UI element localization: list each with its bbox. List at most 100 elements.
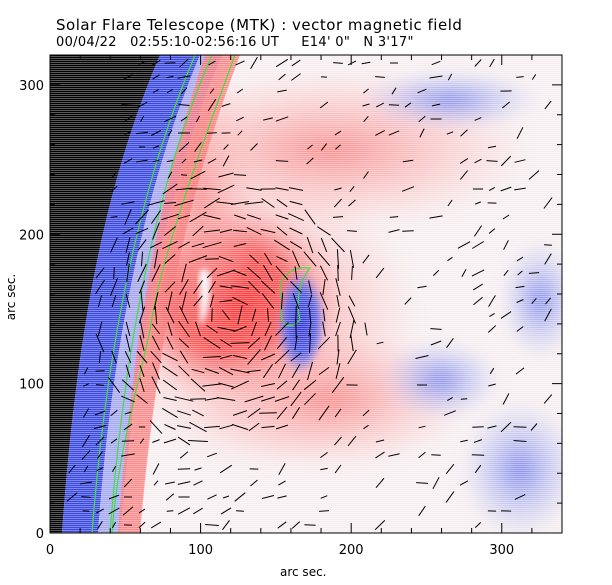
field-vector — [121, 104, 135, 106]
field-vector — [178, 320, 190, 338]
field-vector — [124, 209, 132, 225]
field-vector — [291, 521, 301, 529]
field-vector — [202, 383, 222, 387]
field-vector — [190, 378, 206, 392]
field-vector — [375, 267, 385, 279]
field-vector — [319, 510, 329, 512]
field-vector — [194, 142, 202, 152]
field-vector — [203, 214, 221, 220]
field-vector — [404, 297, 412, 305]
field-vector — [189, 421, 207, 433]
field-vector — [489, 312, 495, 318]
field-vector — [474, 522, 482, 528]
field-vector — [347, 306, 357, 324]
field-vector — [167, 322, 173, 336]
field-vector — [260, 353, 276, 361]
field-vector — [220, 507, 232, 515]
field-vector — [230, 285, 250, 289]
field-vector — [123, 158, 133, 164]
field-vector — [218, 172, 234, 178]
field-vector — [334, 130, 342, 136]
field-vector — [138, 521, 146, 529]
field-vector — [136, 131, 148, 135]
field-vector — [110, 185, 118, 193]
field-vector — [193, 159, 203, 163]
field-vector — [110, 216, 118, 218]
field-vector — [460, 129, 468, 137]
field-vector — [249, 254, 259, 264]
field-vector — [502, 393, 510, 405]
field-vector — [219, 424, 233, 430]
field-vector — [276, 380, 288, 390]
field-vector — [153, 480, 159, 486]
field-vector — [417, 88, 427, 94]
field-vector — [513, 440, 527, 442]
field-vector — [320, 467, 328, 471]
field-vector — [418, 505, 426, 517]
field-vector — [264, 335, 272, 351]
field-vector — [217, 184, 235, 194]
field-vector — [318, 405, 330, 421]
field-vector — [362, 254, 370, 264]
field-vector — [221, 103, 231, 107]
field-vector — [388, 229, 400, 233]
field-vector — [430, 328, 442, 330]
field-vector — [181, 263, 187, 283]
field-vector — [319, 265, 329, 281]
field-vector — [195, 321, 201, 337]
field-vector — [304, 209, 316, 225]
field-vector — [233, 243, 247, 247]
field-vector — [219, 229, 233, 233]
field-vector — [190, 170, 206, 180]
field-vector — [179, 305, 189, 325]
field-vector — [97, 321, 103, 337]
field-vector — [121, 201, 135, 205]
field-vector — [218, 366, 234, 376]
field-vector — [278, 462, 286, 476]
field-vector — [193, 295, 203, 307]
field-vector — [95, 370, 105, 372]
field-vector — [162, 240, 178, 250]
field-vector — [177, 214, 191, 220]
field-vector — [152, 222, 160, 240]
field-vector — [375, 76, 385, 78]
field-vector — [514, 159, 526, 163]
field-vector — [126, 263, 130, 283]
field-vector — [322, 308, 326, 322]
field-vector — [278, 480, 286, 486]
field-vector — [81, 496, 91, 498]
field-vector — [139, 335, 145, 351]
field-vector — [136, 394, 148, 404]
field-vector — [152, 159, 160, 163]
field-vector — [149, 420, 163, 434]
field-vector — [447, 73, 453, 81]
field-vector — [432, 270, 440, 276]
field-vector — [543, 197, 553, 209]
field-vector — [82, 383, 90, 387]
field-vector — [95, 436, 105, 446]
field-vector — [362, 103, 370, 107]
field-vector — [350, 334, 354, 352]
field-vector — [275, 424, 289, 430]
field-vector — [188, 255, 208, 263]
field-vector — [261, 495, 275, 499]
field-vector — [207, 98, 217, 112]
field-vector — [218, 382, 234, 388]
field-vector — [474, 59, 482, 67]
field-vector — [96, 466, 104, 472]
field-vector — [375, 477, 385, 489]
y-axis: 0 100 200 300 — [19, 54, 562, 542]
field-vector — [261, 293, 275, 309]
field-vector — [261, 396, 275, 402]
field-vector — [81, 434, 91, 448]
field-vector — [514, 494, 526, 500]
field-vector — [140, 291, 144, 311]
field-vector — [123, 478, 133, 488]
field-vector — [162, 407, 178, 419]
field-vector — [473, 296, 483, 306]
field-vector — [292, 379, 300, 391]
field-vector — [219, 354, 233, 360]
field-vector — [274, 349, 290, 365]
field-vector — [375, 130, 385, 136]
